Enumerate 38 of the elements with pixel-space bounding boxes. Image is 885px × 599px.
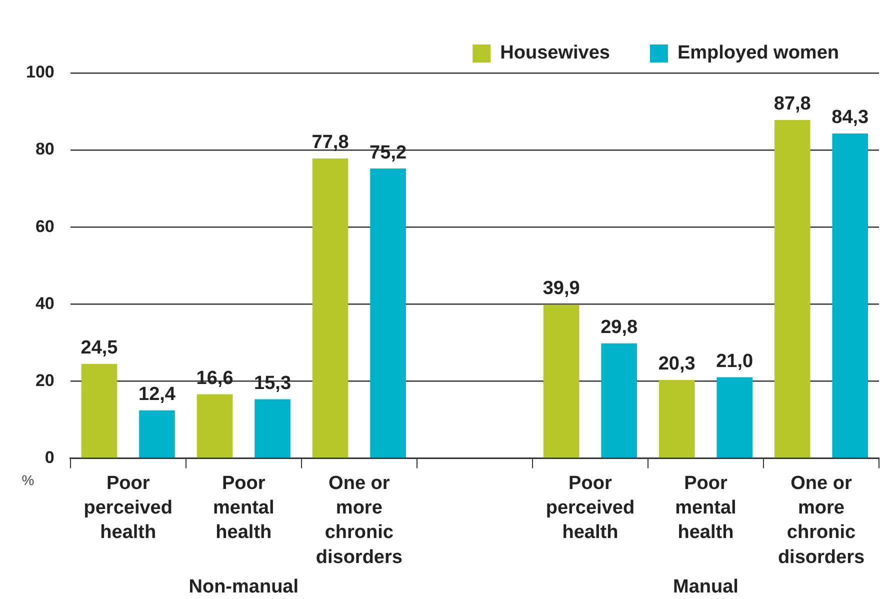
y-axis-title: % (22, 472, 34, 488)
y-tick-label: 80 (35, 140, 54, 159)
x-tick-label: Poor perceived health (84, 472, 172, 544)
x-tick-label: One or more chronic disorders (778, 472, 865, 568)
y-tick-label: 20 (35, 370, 54, 390)
text: Non-manual (188, 576, 299, 598)
text: 84,3 (832, 107, 869, 128)
bar (139, 410, 175, 458)
bar (370, 168, 406, 458)
bar (601, 343, 637, 458)
bar (196, 394, 233, 458)
text: 21,0 (716, 351, 754, 372)
x-tick-label: Poor mental health (675, 472, 736, 544)
text: 29,8 (600, 317, 638, 338)
y-tick-label: 40 (35, 294, 54, 313)
bar (543, 304, 580, 458)
text: 24,5 (80, 338, 118, 359)
legend-label: Housewives (500, 42, 610, 64)
text: 12,4 (138, 384, 176, 406)
text: 39,9 (542, 278, 580, 300)
text: 77,8 (312, 132, 349, 154)
bar (81, 364, 118, 458)
text: Manual (672, 576, 738, 598)
text: 20,3 (658, 354, 696, 375)
x-tick-label: Poor perceived health (546, 472, 635, 544)
bar (774, 120, 810, 458)
legend-label: Employed women (677, 42, 840, 64)
bar (658, 380, 695, 458)
x-tick-label: Poor mental health (213, 472, 274, 544)
y-tick-label: 0 (44, 448, 54, 467)
bar (254, 399, 290, 458)
y-tick-label: 100 (26, 62, 54, 82)
bar (716, 377, 753, 458)
text: 87,8 (774, 94, 811, 115)
bar (312, 158, 348, 458)
bar (832, 133, 868, 458)
y-tick-label: 60 (35, 216, 54, 236)
x-tick-label: One or more chronic disorders (316, 472, 402, 568)
